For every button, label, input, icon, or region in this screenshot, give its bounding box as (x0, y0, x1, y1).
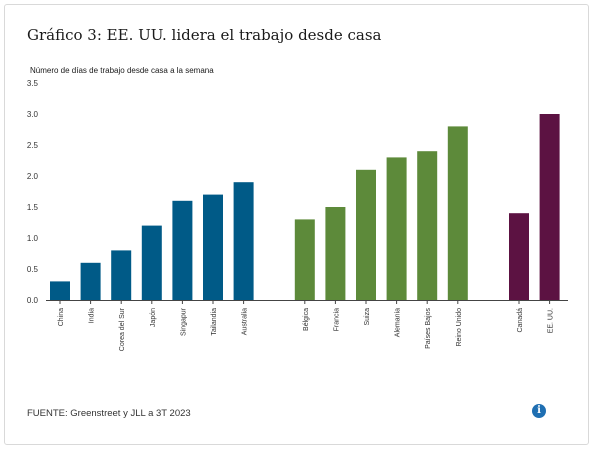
x-tick-label: China (58, 308, 65, 326)
bar-canadá (509, 213, 529, 300)
x-tick-label: Japón (150, 308, 157, 327)
bar-australia (233, 182, 254, 300)
x-tick-label: Francia (333, 308, 340, 331)
bar-ee-uu- (539, 114, 560, 300)
bar-reino-unido (447, 126, 468, 301)
y-tick-label: 3.5 (27, 79, 39, 88)
bar-japón (141, 225, 162, 300)
bar-alemania (386, 157, 407, 300)
x-tick-label: Países Bajos (425, 308, 432, 349)
bar-india (80, 262, 101, 300)
x-tick-label: Singapur (180, 307, 187, 336)
y-tick-label: 2.5 (27, 141, 39, 150)
y-tick-label: 0.0 (27, 296, 39, 305)
y-tick-label: 1.0 (27, 234, 39, 243)
x-tick-label: Tailandia (211, 308, 218, 336)
bar-suiza (356, 169, 376, 300)
x-tick-label: Australia (242, 308, 249, 335)
x-tick-label: EE. UU. (548, 308, 555, 333)
chart-title: Gráfico 3: EE. UU. lidera el trabajo des… (27, 26, 382, 44)
y-tick-label: 2.0 (27, 172, 39, 181)
bar-singapur (172, 200, 193, 300)
bar-corea-del-sur (111, 250, 132, 300)
bar-tailandia (203, 194, 223, 300)
x-tick-label: Canadá (517, 308, 524, 333)
source-note: FUENTE: Greenstreet y JLL a 3T 2023 (27, 408, 191, 419)
x-tick-label: Alemania (395, 308, 402, 337)
y-tick-label: 3.0 (27, 110, 39, 119)
y-axis-label: Número de días de trabajo desde casa a l… (30, 66, 214, 75)
x-tick-label: India (89, 308, 96, 323)
y-tick-label: 1.5 (27, 203, 39, 212)
x-tick-label: Suiza (364, 308, 371, 326)
info-icon[interactable]: i (532, 404, 546, 418)
bar-china (50, 281, 70, 300)
x-tick-label: Bélgica (303, 308, 310, 331)
x-tick-label: Corea del Sur (119, 307, 126, 351)
bar-francia (325, 207, 346, 300)
bar-bélgica (294, 219, 315, 300)
x-tick-label: Reino Unido (456, 308, 463, 347)
y-tick-label: 0.5 (27, 265, 39, 274)
bar-países-bajos (417, 151, 438, 300)
